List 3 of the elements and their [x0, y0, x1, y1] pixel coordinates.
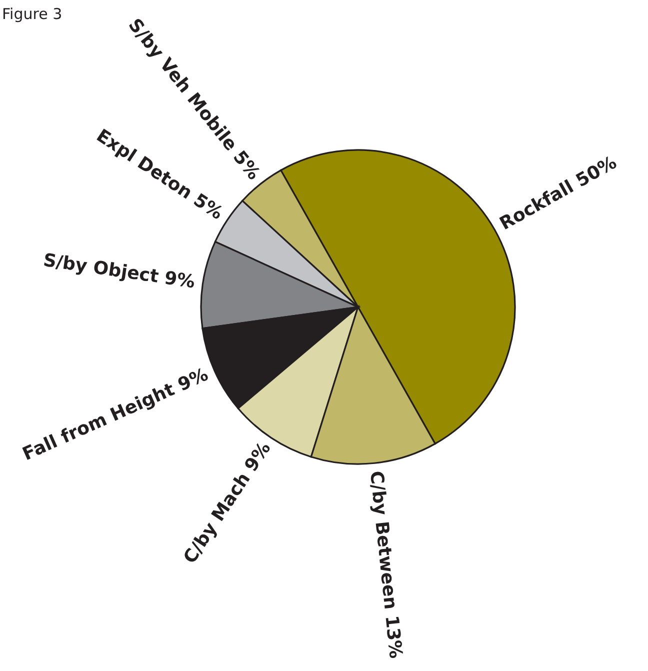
slice-label: S/by Object 9%: [42, 250, 196, 293]
slice-label: C/by Between 13%: [365, 470, 406, 660]
chart-title: Figure 3: [2, 5, 62, 24]
